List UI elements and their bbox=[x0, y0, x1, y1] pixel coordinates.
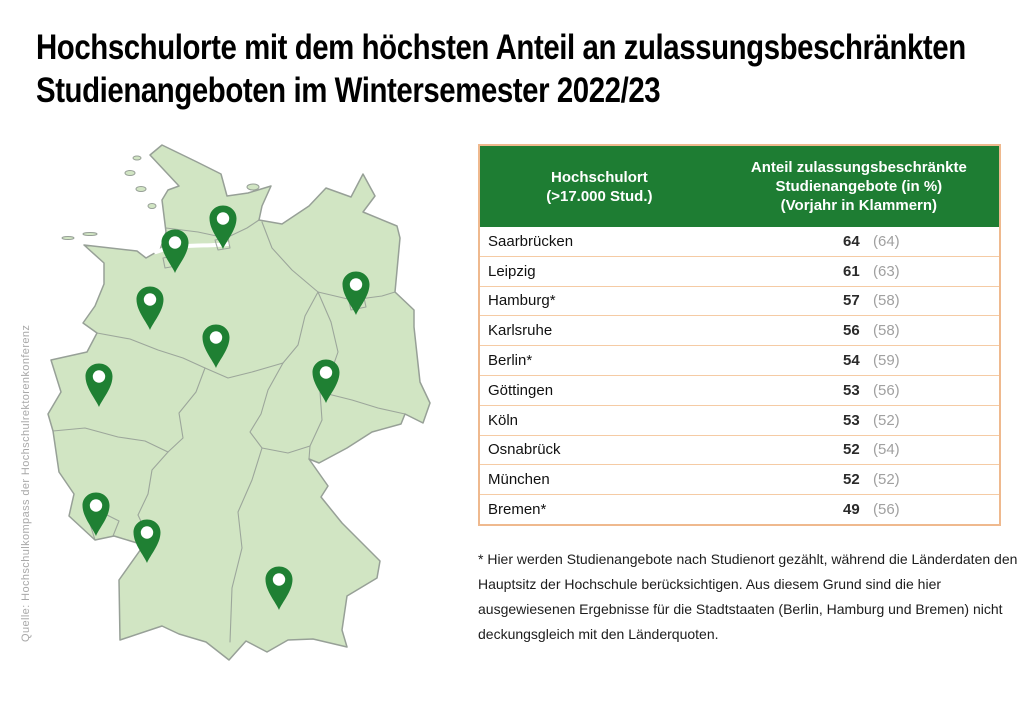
data-table: Hochschulort (>17.000 Stud.) Anteil zula… bbox=[478, 144, 1001, 526]
share-value: 52 bbox=[843, 471, 860, 489]
city-label: Köln bbox=[488, 411, 519, 429]
map-pin-mnchen bbox=[264, 565, 294, 611]
city-label: Leipzig bbox=[488, 262, 536, 280]
previous-year-value: (56) bbox=[873, 501, 900, 519]
map-pin-saarbrcken bbox=[81, 491, 111, 537]
map-pin-berlin bbox=[341, 270, 371, 316]
map-pin-bremen bbox=[160, 228, 190, 274]
source-note: Quelle: Hochschulkompass der Hochschulre… bbox=[20, 324, 32, 642]
germany-map bbox=[40, 140, 460, 670]
page-title-line1: Hochschulorte mit dem höchsten Anteil an… bbox=[36, 28, 966, 67]
table-row: München 52 (52) bbox=[480, 464, 999, 494]
table-row: Berlin* 54 (59) bbox=[480, 345, 999, 375]
location-pin-icon bbox=[161, 229, 189, 273]
share-value: 56 bbox=[843, 322, 860, 340]
previous-year-value: (64) bbox=[873, 232, 900, 250]
previous-year-value: (54) bbox=[873, 441, 900, 459]
share-value: 61 bbox=[843, 262, 860, 280]
table-header-col-share: Anteil zulassungsbeschränkte Studienange… bbox=[750, 159, 967, 214]
location-pin-icon bbox=[209, 205, 237, 249]
share-value: 54 bbox=[843, 352, 860, 370]
map-pin-hamburg bbox=[208, 204, 238, 250]
share-value: 49 bbox=[843, 501, 860, 519]
table-header-col-city: Hochschulort (>17.000 Stud.) bbox=[546, 168, 653, 205]
location-pin-icon bbox=[312, 359, 340, 403]
map-pin-karlsruhe bbox=[132, 518, 162, 564]
previous-year-value: (52) bbox=[873, 411, 900, 429]
location-pin-icon bbox=[133, 519, 161, 563]
share-value: 64 bbox=[843, 232, 860, 250]
city-label: Karlsruhe bbox=[488, 322, 553, 340]
share-value: 52 bbox=[843, 441, 860, 459]
map-pin-osnabrck bbox=[135, 285, 165, 331]
city-label: Osnabrück bbox=[488, 441, 561, 459]
table-row: Köln 53 (52) bbox=[480, 404, 999, 435]
footnote: * Hier werden Studienangebote nach Studi… bbox=[478, 551, 1018, 642]
location-pin-icon bbox=[82, 492, 110, 536]
table-row: Karlsruhe 56 (58) bbox=[480, 315, 999, 345]
location-pin-icon bbox=[136, 286, 164, 330]
table-header: Hochschulort (>17.000 Stud.) Anteil zula… bbox=[480, 146, 999, 227]
city-label: München bbox=[488, 471, 550, 489]
previous-year-value: (58) bbox=[873, 292, 900, 310]
previous-year-value: (63) bbox=[873, 262, 900, 280]
table-row: Hamburg* 57 (58) bbox=[480, 285, 999, 316]
share-value: 53 bbox=[843, 381, 860, 399]
location-pin-icon bbox=[265, 566, 293, 610]
city-label: Berlin* bbox=[488, 352, 533, 370]
share-value: 53 bbox=[843, 411, 860, 429]
map-pin-gttingen bbox=[201, 323, 231, 369]
table-row: Saarbrücken 64 (64) bbox=[480, 227, 999, 256]
city-label: Saarbrücken bbox=[488, 232, 574, 250]
location-pin-icon bbox=[85, 363, 113, 407]
previous-year-value: (56) bbox=[873, 381, 900, 399]
table-row: Leipzig 61 (63) bbox=[480, 255, 999, 286]
previous-year-value: (52) bbox=[873, 471, 900, 489]
city-label: Bremen* bbox=[488, 501, 547, 519]
city-label: Göttingen bbox=[488, 381, 554, 399]
page-title-line2: Studienangeboten im Wintersemester 2022/… bbox=[36, 71, 661, 110]
map-pin-leipzig bbox=[311, 358, 341, 404]
map-pin-kln bbox=[84, 362, 114, 408]
share-value: 57 bbox=[843, 292, 860, 310]
location-pin-icon bbox=[342, 271, 370, 315]
previous-year-value: (59) bbox=[873, 352, 900, 370]
page-title: Hochschulorte mit dem höchsten Anteil an… bbox=[36, 26, 1024, 112]
table-row: Göttingen 53 (56) bbox=[480, 374, 999, 405]
table-row: Bremen* 49 (56) bbox=[480, 494, 999, 524]
location-pin-icon bbox=[202, 324, 230, 368]
table-row: Osnabrück 52 (54) bbox=[480, 434, 999, 465]
city-label: Hamburg* bbox=[488, 292, 556, 310]
previous-year-value: (58) bbox=[873, 322, 900, 340]
